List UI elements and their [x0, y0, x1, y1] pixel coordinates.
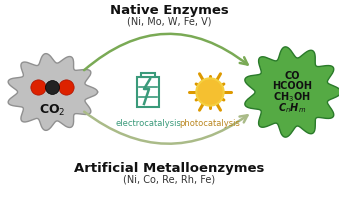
Circle shape	[198, 80, 222, 104]
Text: HCOOH: HCOOH	[272, 81, 312, 91]
Text: electrocatalysis: electrocatalysis	[115, 119, 181, 129]
Circle shape	[196, 78, 224, 106]
Polygon shape	[245, 47, 339, 137]
Text: C$_n$H$_m$: C$_n$H$_m$	[278, 101, 306, 115]
Text: CO$_2$: CO$_2$	[39, 102, 65, 118]
Text: Native Enzymes: Native Enzymes	[109, 4, 228, 17]
Text: (Ni, Co, Re, Rh, Fe): (Ni, Co, Re, Rh, Fe)	[123, 175, 215, 185]
Text: CO: CO	[284, 71, 300, 81]
Bar	[137, 77, 159, 107]
Text: (Ni, Mo, W, Fe, V): (Ni, Mo, W, Fe, V)	[127, 16, 211, 26]
FancyArrowPatch shape	[84, 34, 247, 70]
Text: photocatalysis: photocatalysis	[180, 119, 240, 129]
Text: Artificial Metalloenzymes: Artificial Metalloenzymes	[74, 162, 264, 175]
FancyArrowPatch shape	[84, 112, 247, 144]
Bar	[141, 73, 155, 77]
Polygon shape	[8, 54, 98, 130]
Text: CH$_3$OH: CH$_3$OH	[273, 90, 311, 104]
